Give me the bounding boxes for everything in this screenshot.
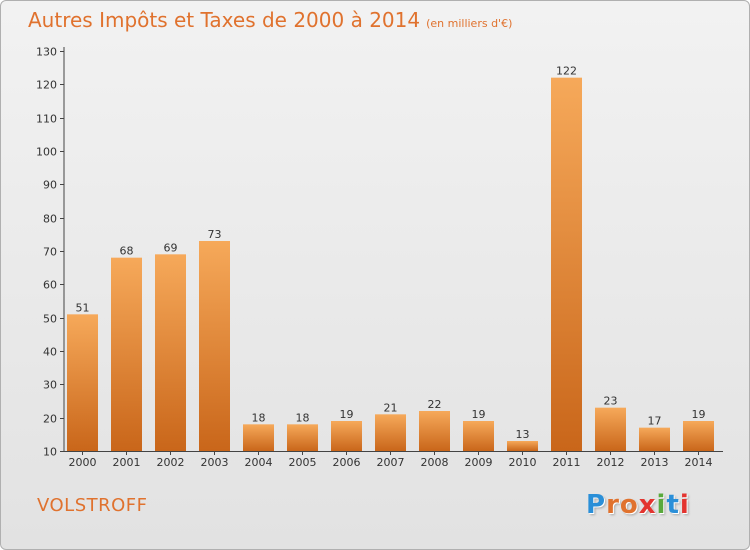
- logo-letter: o: [619, 490, 639, 520]
- bar: [551, 77, 582, 452]
- bar: [331, 421, 362, 451]
- x-tick-label: 2014: [685, 456, 713, 469]
- bar: [287, 424, 318, 451]
- data-label: 19: [692, 408, 706, 421]
- y-tick-label: 20: [43, 413, 57, 426]
- data-label: 51: [76, 301, 90, 314]
- x-tick-label: 2002: [157, 456, 185, 469]
- data-label: 19: [340, 408, 354, 421]
- bar: [199, 241, 230, 451]
- bar: [683, 421, 714, 451]
- y-tick-label: 130: [36, 46, 57, 59]
- bar: [507, 441, 538, 451]
- bar: [67, 314, 98, 451]
- bar: [111, 257, 142, 451]
- x-tick-label: 2003: [201, 456, 229, 469]
- data-label: 19: [472, 408, 486, 421]
- x-tick-label: 2005: [289, 456, 317, 469]
- logo-letter: P: [586, 490, 607, 520]
- bar: [595, 407, 626, 451]
- data-label: 68: [120, 245, 134, 258]
- axes: 10 20 30 40 50 60 70 80 90 100 110 120 130 2000 2001 20…: [36, 46, 723, 469]
- x-tick-label: 2013: [641, 456, 669, 469]
- data-label: 73: [208, 228, 222, 241]
- y-tick-label: 90: [43, 179, 57, 192]
- bar: [419, 411, 450, 451]
- y-tick-label: 40: [43, 346, 57, 359]
- data-label: 18: [296, 411, 310, 424]
- logo-letter: t: [666, 490, 680, 520]
- chart-title: Autres Impôts et Taxes de 2000 à 2014 (en…: [28, 8, 512, 32]
- y-tick-label: 30: [43, 379, 57, 392]
- y-tick-label: 120: [36, 79, 57, 92]
- chart-title-text: Autres Impôts et Taxes de 2000 à 2014: [28, 8, 421, 32]
- x-tick-label: 2008: [421, 456, 449, 469]
- data-label: 23: [604, 395, 618, 408]
- x-tick-label: 2001: [113, 456, 141, 469]
- bar: [375, 414, 406, 451]
- data-label: 13: [516, 428, 530, 441]
- bar: [463, 421, 494, 451]
- y-tick-label: 50: [43, 313, 57, 326]
- bar: [639, 427, 670, 451]
- data-label: 122: [556, 65, 577, 78]
- data-label: 69: [164, 241, 178, 254]
- data-label: 17: [648, 415, 662, 428]
- y-tick-label: 10: [43, 446, 57, 459]
- y-tick-label: 70: [43, 246, 57, 259]
- x-tick-label: 2009: [465, 456, 493, 469]
- data-label: 18: [252, 411, 266, 424]
- bars: [67, 77, 714, 452]
- x-tick-label: 2010: [509, 456, 537, 469]
- logo-letter: x: [638, 490, 657, 520]
- data-labels: 51 68 69 73 18 18 19 21 22 19 13 122 23 17 19: [76, 65, 706, 441]
- x-tick-label: 2004: [245, 456, 273, 469]
- bar: [155, 254, 186, 451]
- x-tick-label: 2012: [597, 456, 625, 469]
- y-tick-label: 100: [36, 146, 57, 159]
- y-tick-label: 60: [43, 279, 57, 292]
- x-tick-label: 2000: [69, 456, 97, 469]
- chart-unit-label: (en milliers d'€): [426, 17, 513, 30]
- proxiti-logo[interactable]: Proxiti: [586, 490, 690, 520]
- x-tick-label: 2007: [377, 456, 405, 469]
- logo-letter: i: [679, 490, 690, 520]
- logo-letter: i: [656, 490, 667, 520]
- logo-letter: r: [606, 490, 620, 520]
- x-tick-label: 2011: [553, 456, 581, 469]
- data-label: 21: [384, 401, 398, 414]
- bar: [243, 424, 274, 451]
- y-tick-label: 110: [36, 113, 57, 126]
- data-label: 22: [428, 398, 442, 411]
- commune-name: VOLSTROFF: [37, 495, 148, 516]
- x-tick-label: 2006: [333, 456, 361, 469]
- y-tick-label: 80: [43, 213, 57, 226]
